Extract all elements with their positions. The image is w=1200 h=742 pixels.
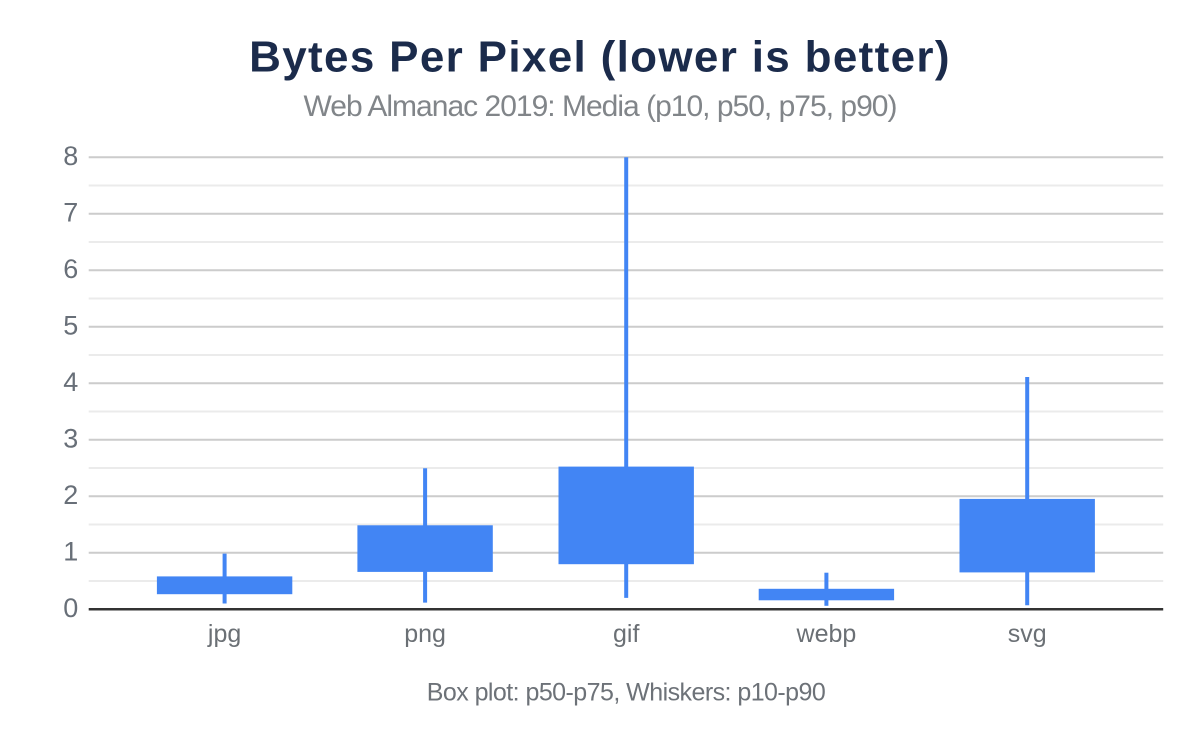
svg-text:Web Almanac 2019: Media (p10,: Web Almanac 2019: Media (p10, p50, p75, … (304, 90, 897, 123)
svg-text:7: 7 (63, 198, 78, 228)
svg-text:6: 6 (63, 254, 78, 284)
svg-text:1: 1 (63, 537, 78, 567)
svg-text:png: png (404, 620, 446, 648)
svg-text:Box plot: p50-p75, Whiskers: p: Box plot: p50-p75, Whiskers: p10-p90 (427, 679, 826, 707)
svg-text:jpg: jpg (207, 620, 241, 648)
svg-text:4: 4 (63, 367, 78, 397)
svg-text:svg: svg (1008, 620, 1047, 648)
svg-text:3: 3 (63, 424, 78, 454)
svg-text:0: 0 (63, 593, 78, 623)
svg-text:gif: gif (613, 620, 639, 648)
svg-text:Bytes Per Pixel (lower is bett: Bytes Per Pixel (lower is better) (249, 33, 951, 82)
svg-text:webp: webp (796, 620, 857, 648)
svg-text:8: 8 (63, 141, 78, 171)
svg-text:5: 5 (63, 311, 78, 341)
svg-text:2: 2 (63, 480, 78, 510)
